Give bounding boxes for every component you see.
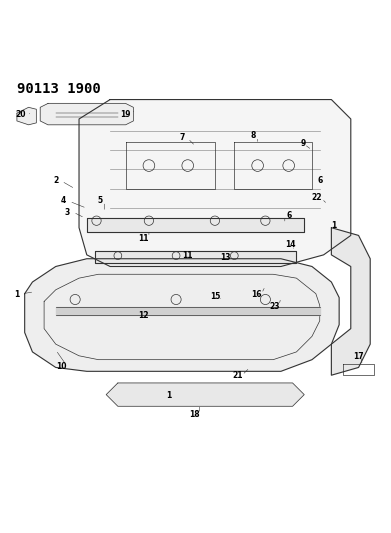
Text: 21: 21: [232, 372, 243, 381]
Text: 22: 22: [312, 193, 322, 203]
Text: 13: 13: [220, 253, 231, 262]
Text: 14: 14: [285, 240, 296, 249]
Text: 6: 6: [286, 211, 291, 220]
Polygon shape: [25, 259, 339, 372]
Text: 17: 17: [353, 352, 364, 361]
Text: 8: 8: [250, 131, 256, 140]
Text: 11: 11: [139, 233, 149, 243]
Text: 16: 16: [251, 290, 262, 299]
Polygon shape: [332, 228, 370, 375]
Polygon shape: [17, 107, 36, 125]
Text: 6: 6: [317, 176, 322, 185]
Polygon shape: [95, 251, 296, 263]
Text: 1: 1: [14, 290, 20, 299]
Text: 90113 1900: 90113 1900: [17, 82, 100, 96]
Text: 10: 10: [56, 362, 67, 371]
Polygon shape: [106, 383, 304, 406]
Polygon shape: [87, 218, 304, 231]
Text: 19: 19: [120, 110, 131, 119]
Text: 2: 2: [53, 176, 58, 185]
Polygon shape: [79, 100, 351, 266]
Text: 11: 11: [183, 251, 193, 260]
Text: 12: 12: [138, 311, 148, 320]
Text: 9: 9: [301, 139, 306, 148]
Text: 23: 23: [269, 302, 280, 311]
Text: 5: 5: [98, 196, 103, 205]
Text: 4: 4: [61, 196, 66, 205]
Text: 20: 20: [16, 110, 26, 119]
Text: 7: 7: [179, 133, 185, 142]
Text: 1: 1: [331, 221, 336, 230]
Text: 3: 3: [65, 208, 70, 217]
Text: 15: 15: [210, 292, 221, 301]
Polygon shape: [40, 103, 133, 125]
Text: 18: 18: [189, 410, 200, 419]
Text: 1: 1: [166, 391, 171, 400]
